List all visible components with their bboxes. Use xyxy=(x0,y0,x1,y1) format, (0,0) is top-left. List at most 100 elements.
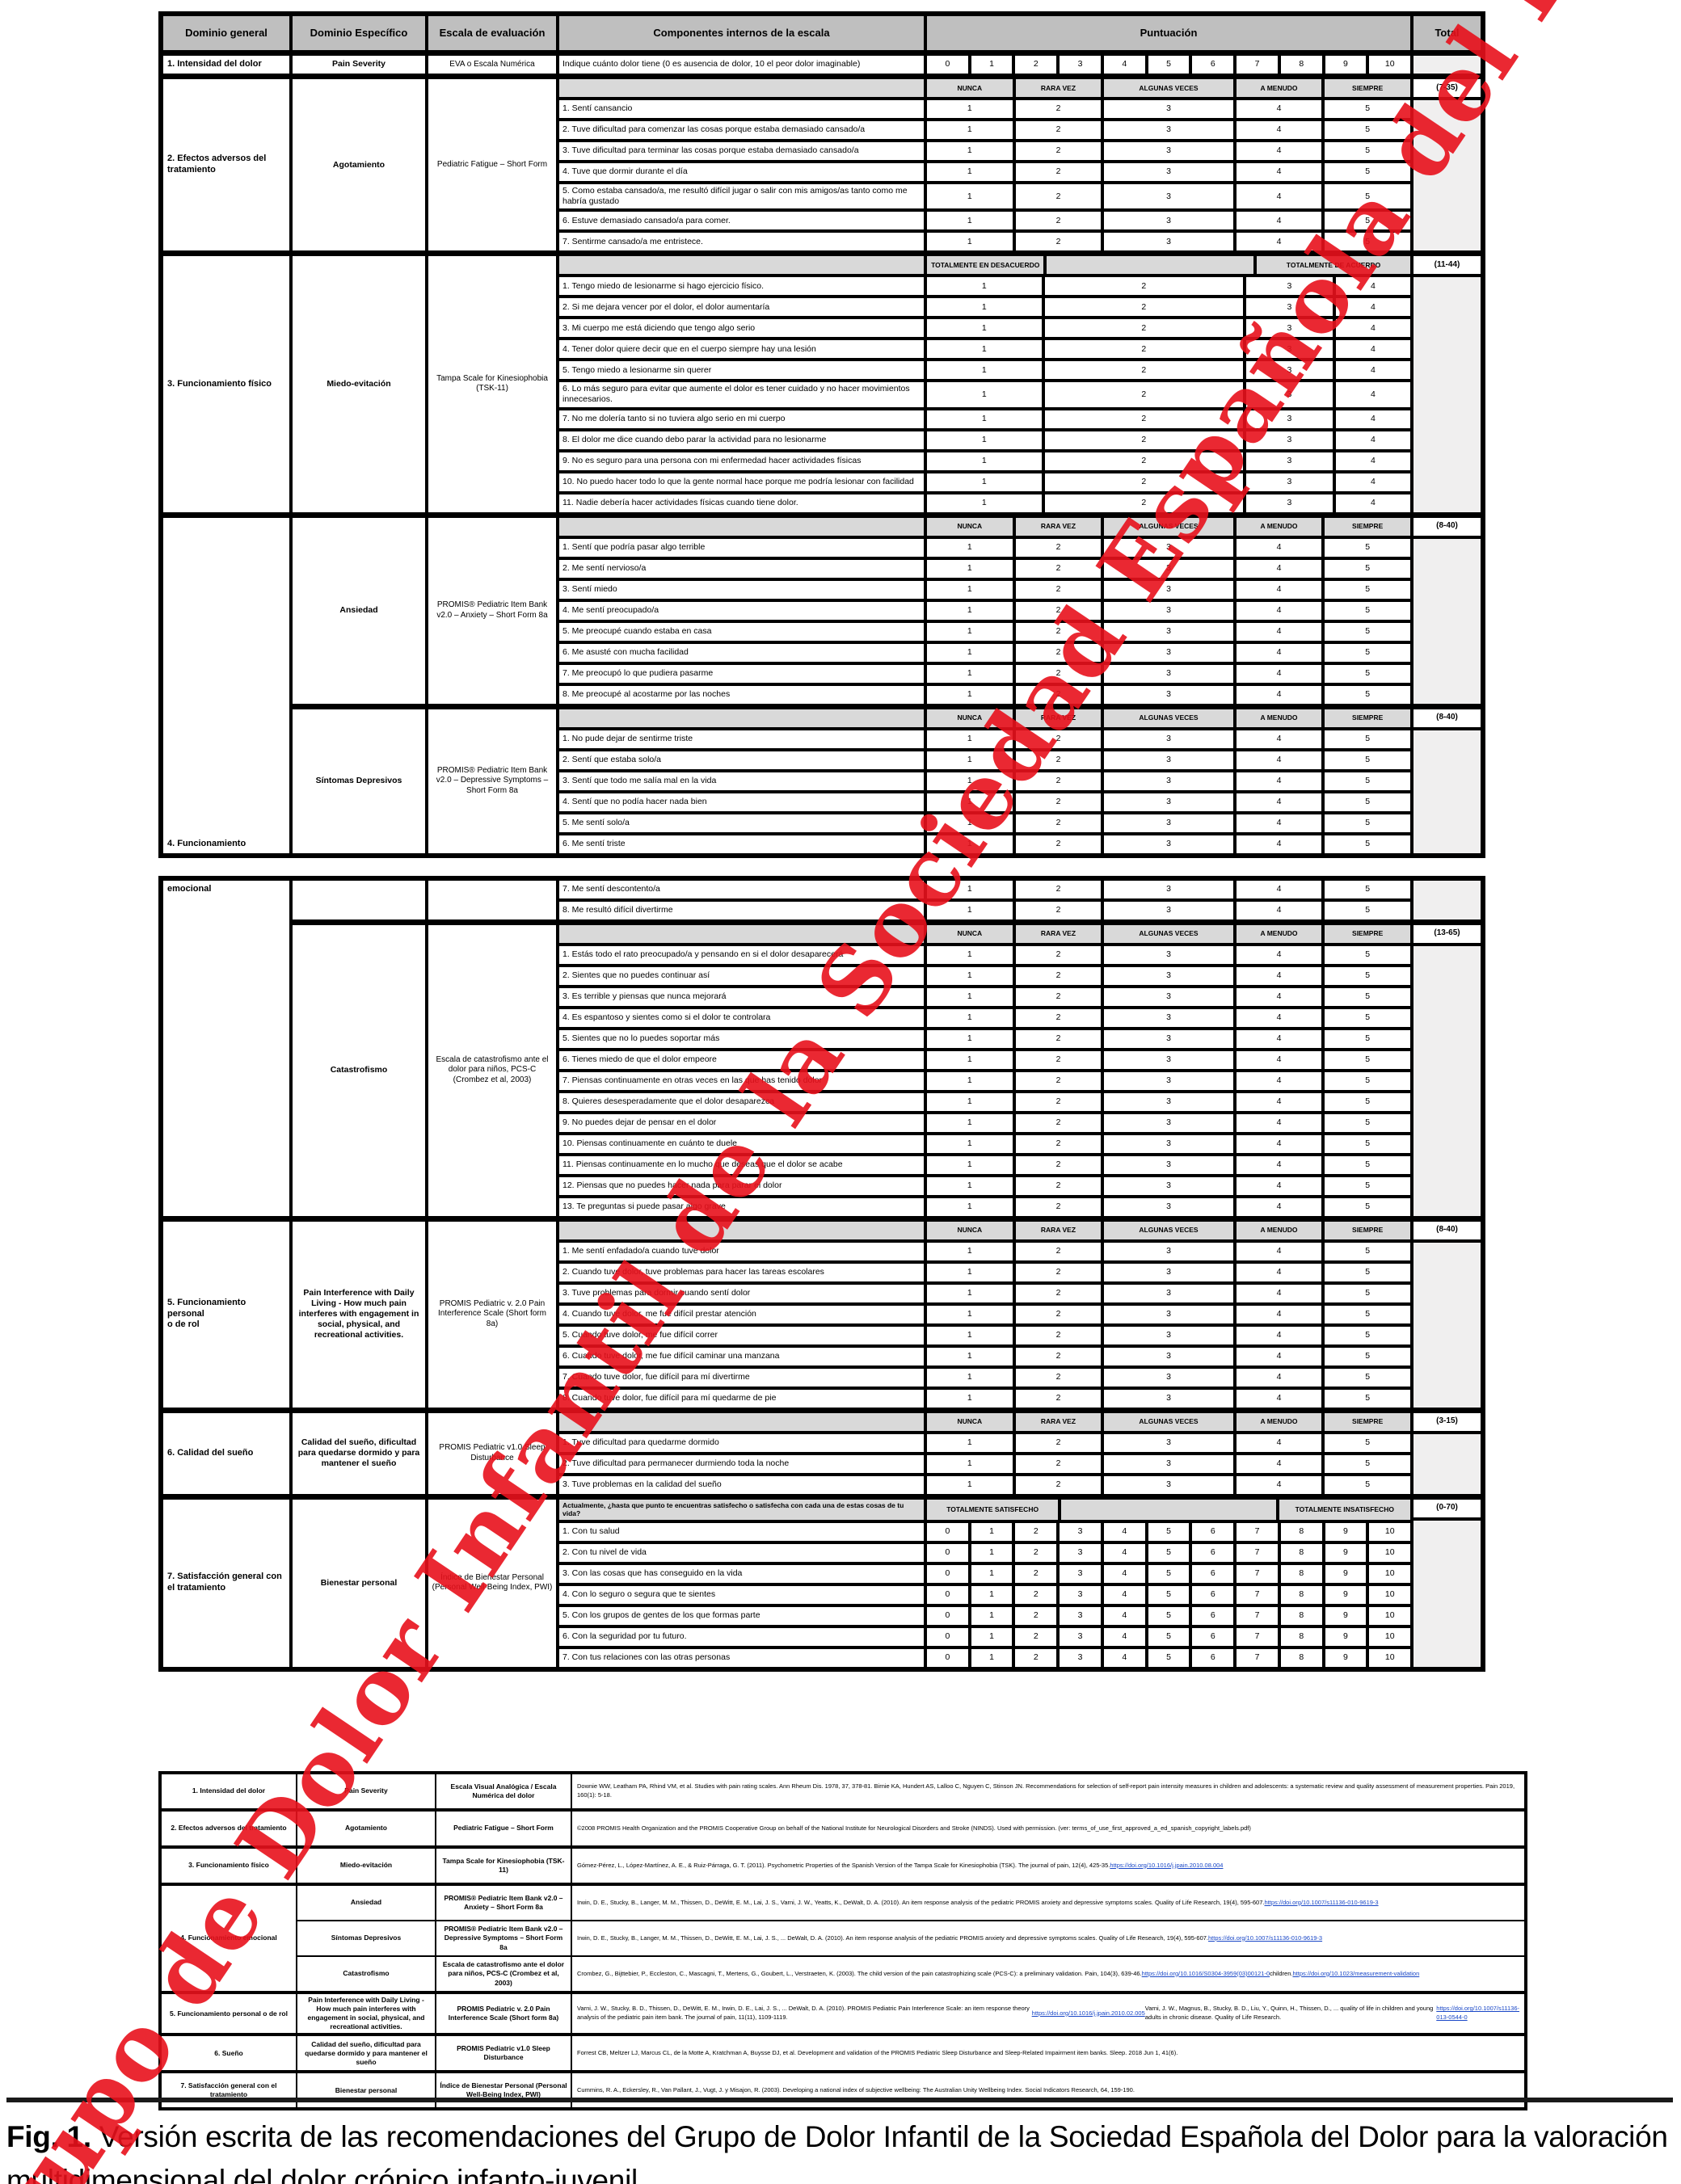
score-cell: 5 xyxy=(1323,728,1412,750)
score-cell: 6 xyxy=(1190,1605,1236,1626)
item-text: 9. No es seguro para una persona con mi … xyxy=(558,450,925,472)
item-row: 8. Quieres desesperadamente que el dolor… xyxy=(558,1091,1412,1113)
score-cell: 3 xyxy=(1102,210,1235,232)
score-cell: 5 xyxy=(1323,183,1412,211)
sub-right: NUNCA RARA VEZ ALGUNAS VECES A MENUDO SIEMPR… xyxy=(558,1219,1482,1409)
score-cell: 5 xyxy=(1323,770,1412,792)
ref-link: https://doi.org/10.1007/s11136-010-9619-… xyxy=(1208,1934,1323,1942)
reference-row: Agotamiento Pediatric Fatigue – Short For… xyxy=(297,1811,1525,1846)
score-cell: 3 xyxy=(1102,558,1235,579)
item-text: 1. Sentí que podría pasar algo terrible xyxy=(558,537,925,558)
score-cell: 5 xyxy=(1323,558,1412,579)
band-inner: Pain Severity EVA o Escala Numérica Indiqu… xyxy=(291,54,1482,75)
score-header-question: Actualmente, ¿hasta que punto te encuent… xyxy=(558,1497,925,1521)
score-cell: 5 xyxy=(1323,1133,1412,1155)
score-cell: 2 xyxy=(1013,684,1103,705)
score-cell: 4 xyxy=(1234,1453,1324,1475)
score-cell: 2 xyxy=(1013,1432,1103,1454)
reference-row: Calidad del sueño, dificultad para queda… xyxy=(297,2035,1525,2072)
score-cell: 6 xyxy=(1190,54,1236,75)
reference-group: 2. Efectos adversos del tratamiento Agota… xyxy=(161,1809,1525,1846)
sub-right: Indique cuánto dolor tiene (0 es ausenci… xyxy=(558,54,1482,75)
total-fill-cell xyxy=(1412,728,1482,855)
score-cell: 3 xyxy=(1102,120,1235,141)
score-cell: 5 xyxy=(1146,1584,1191,1605)
score-header-question xyxy=(558,923,925,945)
ref-domain-cell: 1. Intensidad del dolor xyxy=(161,1774,297,1809)
scale-header-cell: SIEMPRE xyxy=(1323,1411,1412,1433)
score-cell: 1 xyxy=(969,1584,1014,1605)
score-cell: 7 xyxy=(1235,1563,1279,1584)
section-band: 1. Intensidad del dolor Pain Severity EVA … xyxy=(162,52,1482,75)
scale-header-cell: ALGUNAS VECES xyxy=(1102,923,1235,945)
score-cell: 2 xyxy=(1043,297,1245,318)
score-cell: 3 xyxy=(1102,183,1235,211)
scale-header-cell: NUNCA xyxy=(925,1411,1014,1433)
score-cell: 3 xyxy=(1244,429,1334,451)
item-text: 5. Como estaba cansado/a, me resultó dif… xyxy=(558,183,925,211)
item-text: 1. Tuve dificultad para quedarme dormido xyxy=(558,1432,925,1454)
scale-section: Calidad del sueño, dificultad para queda… xyxy=(291,1411,1482,1496)
score-cell: 4 xyxy=(1234,141,1324,162)
ref-domain-cell: 7. Satisfacción general con el tratamien… xyxy=(161,2072,297,2109)
scale-header-cell: NUNCA xyxy=(925,1219,1014,1241)
score-cell: 5 xyxy=(1323,986,1412,1008)
score-cell: 3 xyxy=(1244,408,1334,430)
item-text: 2. Sientes que no puedes continuar así xyxy=(558,965,925,987)
score-cell: 1 xyxy=(925,621,1014,642)
item-row: 5. Tengo miedo a lesionarme sin querer 1 2… xyxy=(558,360,1412,381)
score-cell: 4 xyxy=(1234,1303,1324,1325)
item-text: 5. Cuando tuve dolor, me fue difícil cor… xyxy=(558,1324,925,1346)
ref-citation: Gómez-Pérez, L., López-Martínez, A. E., … xyxy=(571,1848,1525,1883)
item-text: 10. Piensas continuamente en cuánto te d… xyxy=(558,1133,925,1155)
score-cell: 5 xyxy=(1323,833,1412,855)
item-text: 5. Tengo miedo a lesionarme sin querer xyxy=(558,360,925,381)
score-cell: 3 xyxy=(1058,1542,1102,1563)
item-text: 5. Me preocupé cuando estaba en casa xyxy=(558,621,925,642)
score-cell: 5 xyxy=(1323,1366,1412,1388)
scale-cell: PROMIS® Pediatric Item Bank v2.0 – Anxie… xyxy=(427,515,558,705)
score-cell: 1 xyxy=(925,1387,1014,1409)
score-cell: 2 xyxy=(1013,1112,1103,1134)
item-text: 3. Es terrible y piensas que nunca mejor… xyxy=(558,986,925,1008)
scale-header-cell: ALGUNAS VECES xyxy=(1102,515,1235,537)
sub-main: 7. Me sentí descontento/a 1 2 3 4 5 8. Me resu… xyxy=(558,878,1412,921)
score-cell: 4 xyxy=(1234,1324,1324,1346)
score-cell: 2 xyxy=(1013,1647,1059,1669)
item-text: 5. Sientes que no lo puedes soportar más xyxy=(558,1028,925,1050)
score-cell: 3 xyxy=(1102,99,1235,120)
score-cell: 2 xyxy=(1013,600,1103,621)
col-header-escala: Escala de evaluación xyxy=(427,15,558,52)
item-row: 3. Sentí miedo 1 2 3 4 5 xyxy=(558,579,1412,600)
score-cell: 3 xyxy=(1102,1112,1235,1134)
scale-header-cell: A MENUDO xyxy=(1234,515,1324,537)
item-row: 6. Tienes miedo de que el dolor empeore 1… xyxy=(558,1049,1412,1071)
score-cell: 3 xyxy=(1102,537,1235,558)
item-row: 5. Me preocupé cuando estaba en casa 1 2 3 4… xyxy=(558,621,1412,642)
scale-header-cell: RARA VEZ xyxy=(1013,923,1103,945)
item-text: 4. Sentí que no podía hacer nada bien xyxy=(558,791,925,813)
refentries: Bienestar personal Índice de Bienestar Pe… xyxy=(297,2072,1525,2109)
score-cell: 1 xyxy=(925,1261,1014,1283)
ref-domain-cell: 6. Sueño xyxy=(161,2035,297,2072)
item-text: 8. Me resultó difícil divertirme xyxy=(558,899,925,921)
score-cell: 4 xyxy=(1234,791,1324,813)
score-cell: 4 xyxy=(1234,728,1324,750)
score-cell: 4 xyxy=(1234,120,1324,141)
item-row: 5. Con los grupos de gentes de los que f… xyxy=(558,1605,1413,1626)
score-cell: 3 xyxy=(1102,986,1235,1008)
reference-group: 5. Funcionamiento personal o de rol Pain … xyxy=(161,1992,1525,2035)
score-cell: 7 xyxy=(1235,1605,1279,1626)
score-cell: 3 xyxy=(1102,621,1235,642)
col-header-total: Total xyxy=(1412,15,1482,52)
score-cell: 2 xyxy=(1013,1366,1103,1388)
score-cell: 4 xyxy=(1333,297,1412,318)
item-row: 13. Te preguntas si puede pasar algo gra… xyxy=(558,1196,1412,1218)
scale-header-cell: ALGUNAS VECES xyxy=(1102,78,1235,99)
score-cell: 3 xyxy=(1102,1366,1235,1388)
score-cell: 9 xyxy=(1323,1626,1368,1647)
scale-cell: PROMIS Pediatric v. 2.0 Pain Interferenc… xyxy=(427,1219,558,1409)
score-range-cell: (0-70) xyxy=(1412,1497,1482,1519)
item-row: Indique cuánto dolor tiene (0 es ausenci… xyxy=(558,54,1413,75)
component-text: Indique cuánto dolor tiene (0 es ausenci… xyxy=(558,54,925,75)
